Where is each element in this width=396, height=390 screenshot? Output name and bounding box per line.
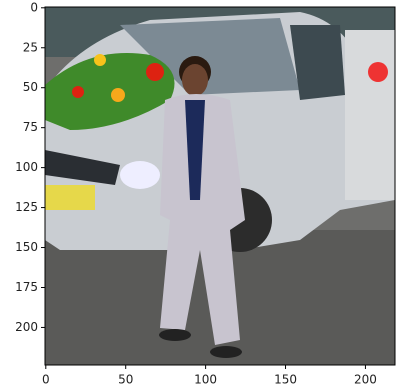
chart: 0 50 100 150 200 0 25 50 75 100 125 150 175 200 [0, 0, 396, 390]
y-tick-label: 150 [15, 240, 38, 254]
y-tick-label: 0 [30, 0, 38, 14]
x-tick-label: 100 [194, 373, 217, 387]
x-tick-label: 150 [274, 373, 297, 387]
y-tick-label: 100 [15, 160, 38, 174]
y-tick-label: 125 [15, 200, 38, 214]
y-tick-label: 200 [15, 320, 38, 334]
x-tick-label: 200 [354, 373, 377, 387]
y-tick-label: 175 [15, 280, 38, 294]
x-tick-label: 50 [118, 373, 133, 387]
y-tick-label: 75 [23, 120, 38, 134]
y-tick-label: 25 [23, 40, 38, 54]
x-tick-label: 0 [42, 373, 50, 387]
photo [45, 7, 395, 365]
y-tick-label: 50 [23, 80, 38, 94]
